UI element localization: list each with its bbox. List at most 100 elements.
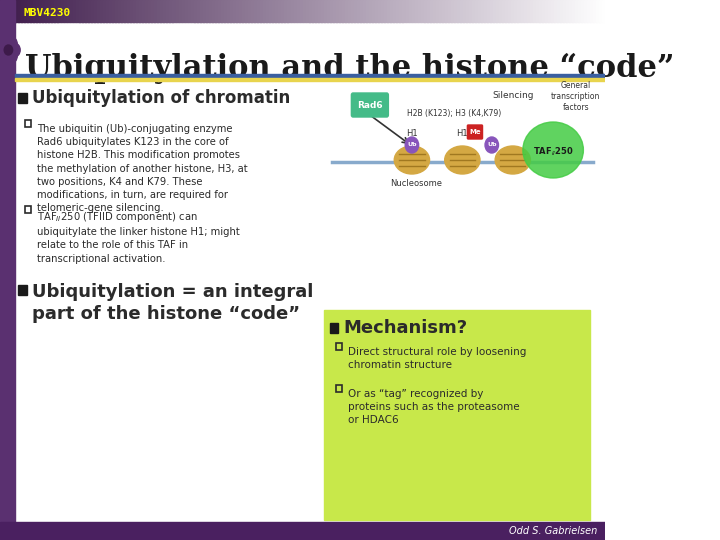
Bar	[505, 0, 509, 22]
Bar	[30, 0, 34, 22]
Bar	[599, 0, 603, 22]
Bar	[96, 0, 101, 22]
FancyBboxPatch shape	[351, 93, 388, 117]
Bar	[15, 74, 606, 77]
Bar	[251, 0, 255, 22]
Bar	[154, 0, 158, 22]
Bar	[275, 0, 279, 22]
Bar	[106, 0, 109, 22]
Bar	[0, 522, 606, 540]
Bar	[143, 0, 146, 22]
Bar	[215, 0, 219, 22]
Bar	[590, 0, 594, 22]
Bar	[324, 310, 590, 520]
Bar	[508, 0, 512, 22]
Bar	[40, 0, 43, 22]
Bar	[518, 0, 521, 22]
Bar	[593, 0, 597, 22]
Bar	[297, 0, 300, 22]
Bar	[596, 0, 600, 22]
Bar	[400, 0, 403, 22]
Bar	[315, 0, 318, 22]
Bar	[24, 0, 28, 22]
Bar	[269, 0, 273, 22]
Bar	[25, 120, 31, 127]
Text: Ubiquitylation of chromatin: Ubiquitylation of chromatin	[32, 89, 290, 107]
Bar	[336, 385, 342, 392]
Bar	[485, 0, 488, 22]
Bar	[433, 0, 436, 22]
Bar	[115, 0, 119, 22]
Circle shape	[405, 137, 418, 153]
Bar	[442, 0, 446, 22]
Bar	[330, 0, 334, 22]
Bar	[266, 0, 270, 22]
Bar	[557, 0, 561, 22]
Bar	[3, 0, 7, 22]
Bar	[121, 0, 125, 22]
Bar	[133, 0, 137, 22]
Text: Rad6: Rad6	[357, 100, 383, 110]
Bar	[584, 0, 588, 22]
Bar	[103, 0, 107, 22]
Bar	[227, 0, 231, 22]
Bar	[372, 0, 376, 22]
Bar	[487, 0, 491, 22]
Text: The ubiquitin (Ub)-conjugating enzyme
Rad6 ubiquitylates K123 in the core of
his: The ubiquitin (Ub)-conjugating enzyme Ra…	[37, 124, 248, 213]
Ellipse shape	[523, 122, 583, 178]
Bar	[587, 0, 591, 22]
Bar	[309, 0, 312, 22]
Bar	[239, 0, 243, 22]
Bar	[176, 0, 179, 22]
Bar	[387, 0, 391, 22]
Bar	[445, 0, 449, 22]
Text: H1: H1	[456, 129, 468, 138]
Bar	[563, 0, 567, 22]
Bar	[448, 0, 451, 22]
Bar	[415, 0, 418, 22]
Bar	[55, 0, 58, 22]
Bar	[420, 0, 425, 22]
Bar	[33, 0, 37, 22]
Bar	[145, 0, 149, 22]
Bar	[221, 0, 225, 22]
Bar	[378, 0, 382, 22]
Bar	[318, 0, 322, 22]
Bar	[369, 0, 373, 22]
Bar	[572, 0, 576, 22]
Ellipse shape	[395, 146, 430, 174]
Bar	[366, 0, 370, 22]
Bar	[405, 0, 410, 22]
Bar	[257, 0, 261, 22]
Bar	[496, 0, 500, 22]
Bar	[475, 0, 479, 22]
Circle shape	[0, 49, 12, 63]
Bar	[554, 0, 558, 22]
Bar	[357, 0, 361, 22]
Bar	[179, 0, 182, 22]
Bar	[336, 0, 340, 22]
Bar	[163, 0, 167, 22]
Bar	[260, 0, 264, 22]
Bar	[294, 0, 297, 22]
Bar	[472, 0, 476, 22]
Bar	[36, 0, 40, 22]
Bar	[63, 0, 68, 22]
Bar	[169, 0, 174, 22]
Bar	[6, 0, 10, 22]
Bar	[151, 0, 156, 22]
Bar	[191, 0, 194, 22]
Bar	[264, 0, 267, 22]
Bar	[408, 0, 413, 22]
Bar	[560, 0, 564, 22]
Bar	[230, 0, 234, 22]
Bar	[78, 0, 83, 22]
Bar	[333, 0, 337, 22]
Circle shape	[9, 43, 20, 57]
Bar	[541, 0, 546, 22]
Bar	[91, 0, 94, 22]
Circle shape	[4, 45, 13, 55]
Bar	[291, 0, 294, 22]
Text: H1: H1	[406, 129, 418, 138]
Bar	[42, 0, 46, 22]
